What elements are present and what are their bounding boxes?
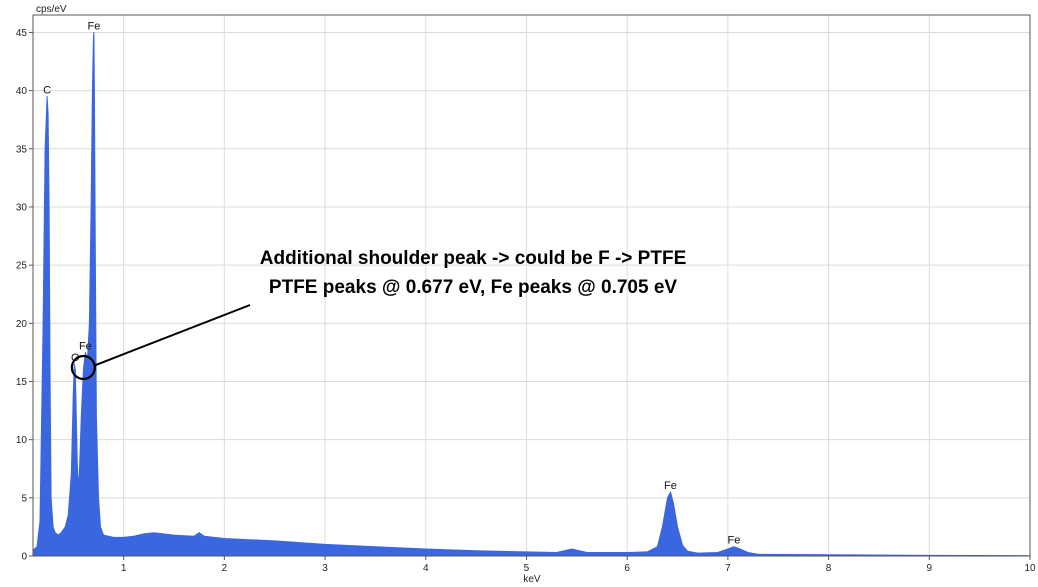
peak-label: C <box>43 84 51 96</box>
x-tick-label: 8 <box>826 563 832 574</box>
y-tick-label: 40 <box>16 86 28 97</box>
y-tick-label: 15 <box>16 377 28 388</box>
y-tick-label: 35 <box>16 144 28 155</box>
x-axis-title: keV <box>523 574 541 585</box>
x-tick-label: 5 <box>524 563 530 574</box>
plot-border <box>32 14 1031 557</box>
x-tick-label: 2 <box>222 563 228 574</box>
annotation-leader-line <box>93 304 251 367</box>
spectrum-series <box>32 32 1031 557</box>
spectrum-area <box>32 32 1031 557</box>
y-tick-label: 45 <box>16 28 28 39</box>
y-tick-label: 20 <box>16 319 28 330</box>
annotation-line-2: PTFE peaks @ 0.677 eV, Fe peaks @ 0.705 … <box>269 277 677 298</box>
peak-label: Fe <box>727 535 740 547</box>
x-tick-label: 10 <box>1024 563 1036 574</box>
peak-label: Fe <box>664 480 677 492</box>
shoulder-peak-circle <box>70 354 96 381</box>
y-tick-label: 5 <box>21 493 27 504</box>
annotation: Additional shoulder peak -> could be F -… <box>70 248 687 381</box>
y-tick-label: 0 <box>21 552 27 563</box>
x-tick-label: 1 <box>121 563 127 574</box>
y-axis-title: cps/eV <box>36 4 67 15</box>
peak-label: Fe <box>88 20 101 32</box>
y-tick-label: 30 <box>16 202 28 213</box>
x-tick-label: 3 <box>322 563 328 574</box>
peak-label: Fe <box>79 340 92 352</box>
x-tick-label: 9 <box>927 563 933 574</box>
x-tick-label: 7 <box>725 563 731 574</box>
plot-frame <box>32 14 1031 557</box>
y-tick-label: 10 <box>16 435 28 446</box>
y-tick-label: 25 <box>16 261 28 272</box>
x-tick-label: 6 <box>624 563 630 574</box>
x-tick-label: 4 <box>423 563 429 574</box>
annotation-line-1: Additional shoulder peak -> could be F -… <box>260 248 687 269</box>
